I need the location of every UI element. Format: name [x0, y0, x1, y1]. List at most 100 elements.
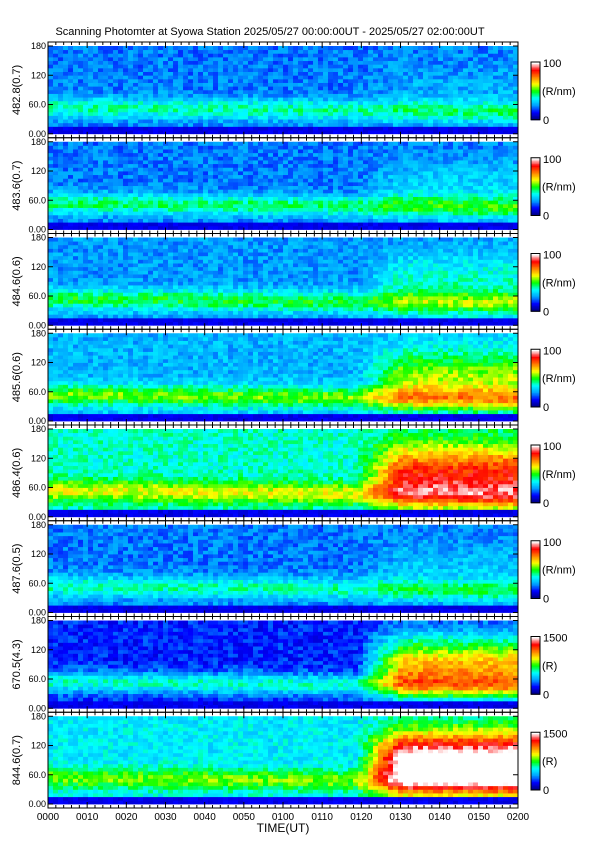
heatmap-cell: [378, 130, 384, 135]
heatmap-cell: [383, 46, 389, 51]
heatmap-cell: [68, 244, 74, 249]
heatmap-cell: [263, 130, 269, 135]
heatmap-cell: [278, 174, 284, 179]
heatmap-cell: [153, 174, 159, 179]
heatmap-cell: [383, 200, 389, 205]
heatmap-cell: [373, 126, 379, 131]
heatmap-cell: [373, 192, 379, 197]
heatmap-cell: [133, 64, 139, 69]
heatmap-cell: [408, 89, 414, 94]
heatmap-cell: [378, 214, 384, 219]
heatmap-cell: [58, 178, 64, 183]
heatmap-cell: [468, 104, 474, 109]
heatmap-cell: [318, 60, 324, 65]
heatmap-cell: [313, 53, 319, 58]
heatmap-cell: [68, 78, 74, 83]
heatmap-cell: [203, 64, 209, 69]
heatmap-cell: [53, 141, 59, 146]
heatmap-cell: [63, 93, 69, 98]
heatmap-cell: [423, 108, 429, 113]
heatmap-cell: [438, 122, 444, 127]
heatmap-cell: [98, 75, 104, 80]
heatmap-cell: [213, 100, 219, 105]
heatmap-cell: [123, 163, 129, 168]
heatmap-cell: [63, 156, 69, 161]
heatmap-cell: [468, 207, 474, 212]
heatmap-cell: [463, 119, 469, 124]
heatmap-cell: [63, 145, 69, 150]
heatmap-cell: [233, 156, 239, 161]
heatmap-cell: [358, 163, 364, 168]
heatmap-cell: [363, 178, 369, 183]
heatmap-cell: [218, 207, 224, 212]
heatmap-cell: [348, 75, 354, 80]
colorbar-segment: [531, 77, 540, 80]
heatmap-cell: [468, 71, 474, 76]
heatmap-cell: [78, 156, 84, 161]
heatmap-cell: [198, 46, 204, 51]
heatmap-cell: [148, 100, 154, 105]
heatmap-cell: [58, 189, 64, 194]
heatmap-cell: [318, 111, 324, 116]
heatmap-cell: [138, 49, 144, 54]
heatmap-cell: [238, 78, 244, 83]
heatmap-cell: [268, 152, 274, 157]
heatmap-cell: [183, 64, 189, 69]
heatmap-cell: [423, 156, 429, 161]
heatmap-cell: [338, 174, 344, 179]
heatmap-cell: [178, 53, 184, 58]
heatmap-cell: [393, 53, 399, 58]
heatmap-cell: [88, 49, 94, 54]
heatmap-cell: [338, 78, 344, 83]
heatmap-cell: [478, 222, 484, 227]
y-tick-label: 0.00: [28, 129, 46, 139]
heatmap-cell: [228, 156, 234, 161]
heatmap-cell: [233, 189, 239, 194]
heatmap-cell: [448, 67, 454, 72]
heatmap-cell: [373, 141, 379, 146]
heatmap-cell: [118, 71, 124, 76]
heatmap-cell: [138, 214, 144, 219]
heatmap-cell: [243, 78, 249, 83]
heatmap-cell: [128, 200, 134, 205]
colorbar-segment: [531, 172, 540, 175]
heatmap-cell: [493, 222, 499, 227]
heatmap-cell: [228, 211, 234, 216]
heatmap-cell: [343, 108, 349, 113]
heatmap-cell: [448, 218, 454, 223]
heatmap-cell: [428, 141, 434, 146]
heatmap-cell: [443, 149, 449, 154]
heatmap-cell: [368, 71, 374, 76]
heatmap-cell: [313, 174, 319, 179]
heatmap-cell: [498, 200, 504, 205]
heatmap-cell: [88, 86, 94, 91]
heatmap-cell: [173, 108, 179, 113]
heatmap-cell: [298, 149, 304, 154]
heatmap-cell: [283, 145, 289, 150]
heatmap-cell: [183, 86, 189, 91]
heatmap-cell: [218, 126, 224, 131]
heatmap-cell: [203, 100, 209, 105]
heatmap-cell: [333, 185, 339, 190]
heatmap-cell: [288, 222, 294, 227]
heatmap-cell: [118, 207, 124, 212]
heatmap-cell: [378, 56, 384, 62]
heatmap-cell: [243, 203, 249, 208]
heatmap-cell: [488, 97, 494, 102]
heatmap-cell: [238, 207, 244, 212]
heatmap-cell: [173, 93, 179, 98]
heatmap-cell: [273, 160, 279, 165]
heatmap-cell: [493, 89, 499, 94]
heatmap-cell: [328, 78, 334, 83]
heatmap-cell: [93, 171, 99, 176]
heatmap-cell: [463, 111, 469, 116]
heatmap-cell: [398, 126, 404, 131]
heatmap-cell: [443, 218, 449, 223]
heatmap-cell: [368, 141, 374, 146]
heatmap-cell: [418, 78, 424, 83]
heatmap-cell: [213, 207, 219, 212]
heatmap-cell: [333, 218, 339, 223]
heatmap-cell: [413, 185, 419, 190]
heatmap-cell: [168, 192, 174, 197]
heatmap-cell: [353, 100, 359, 105]
